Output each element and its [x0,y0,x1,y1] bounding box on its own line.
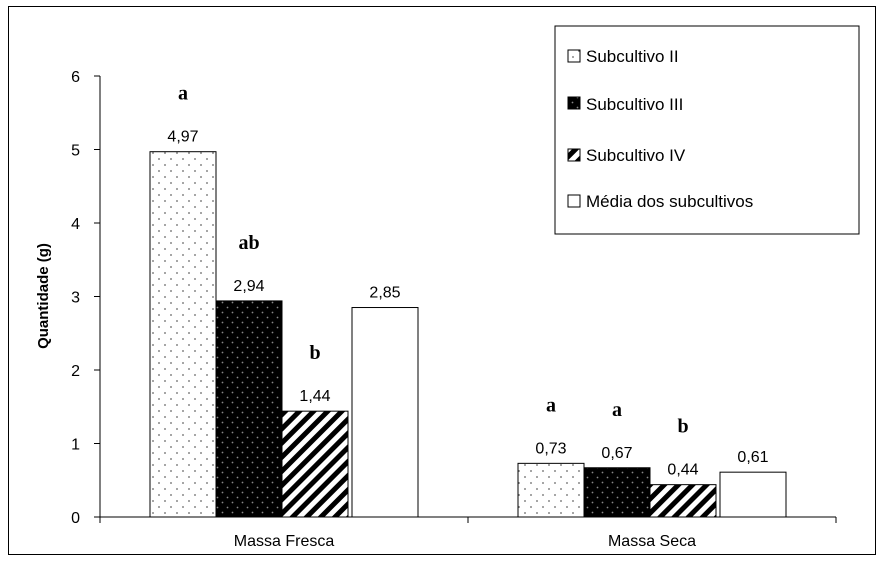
y-ticks: 0 1 2 3 4 5 6 [71,69,100,527]
legend: Subcultivo II Subcultivo III Subcultivo … [554,25,860,235]
bar [215,300,283,518]
data-label: 0,44 [667,462,698,479]
y-tick-label: 2 [71,363,80,380]
bar [719,471,787,518]
significance-letter: b [677,416,688,438]
bar [281,410,349,518]
legend-label-subcultivo-iv: Subcultivo IV [586,146,686,165]
y-tick-label: 5 [71,143,80,160]
y-axis-title: Quantidade (g) [35,243,52,349]
y-tick-label: 3 [71,290,80,307]
y-tick-label: 0 [71,510,80,527]
legend-swatch-media [567,194,581,208]
bar [583,467,651,518]
y-tick-label: 4 [71,216,80,233]
legend-swatch-subcultivo-iv [567,148,581,162]
data-label: 2,94 [233,278,264,295]
legend-label-media: Média dos subcultivos [586,192,753,211]
data-label: 0,67 [601,445,632,462]
bar [149,151,217,518]
significance-letter: a [546,394,556,416]
data-label: 0,61 [737,449,768,466]
legend-label-subcultivo-ii: Subcultivo II [586,47,679,66]
legend-swatch-subcultivo-iii [567,96,581,110]
bar [649,484,717,518]
x-category-label: Massa Fresca [234,533,335,550]
significance-letter: a [178,83,188,105]
data-label: 2,85 [369,285,400,302]
bars: 4,97 a 2,94 ab 1,44 b 2,85 0,73 a 0,67 a 0,44 b 0,61 [149,83,787,518]
significance-letter: a [612,399,622,421]
y-tick-label: 6 [71,69,80,86]
legend-label-subcultivo-iii: Subcultivo III [586,95,683,114]
legend-box [554,25,860,235]
legend-swatch-subcultivo-ii [567,49,581,63]
bar [517,462,585,518]
data-label: 0,73 [535,440,566,457]
x-labels: Massa Fresca Massa Seca [234,533,696,550]
y-tick-label: 1 [71,437,80,454]
bar [351,307,419,518]
x-category-label: Massa Seca [608,533,696,550]
data-label: 4,97 [167,129,198,146]
data-label: 1,44 [299,388,330,405]
significance-letter: b [309,342,320,364]
significance-letter: ab [238,232,259,254]
